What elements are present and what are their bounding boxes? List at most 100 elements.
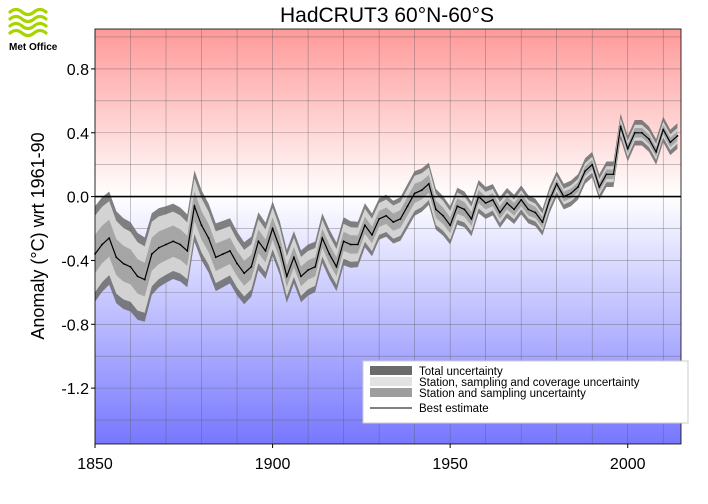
data-point xyxy=(264,249,267,252)
data-point xyxy=(633,131,636,134)
legend-label-best-estimate: Best estimate xyxy=(419,403,489,415)
data-point xyxy=(207,237,210,239)
data-point xyxy=(307,269,309,271)
data-point xyxy=(548,198,551,201)
data-point xyxy=(520,198,523,201)
data-point xyxy=(300,275,302,278)
data-point xyxy=(356,243,359,246)
data-point xyxy=(427,182,430,185)
data-point xyxy=(143,278,146,281)
data-point xyxy=(506,202,508,204)
data-point xyxy=(122,262,125,265)
data-point xyxy=(371,234,373,236)
data-point xyxy=(406,205,409,208)
met-office-wave-icon xyxy=(8,7,48,38)
legend-swatch-total-uncertainty xyxy=(370,366,412,375)
data-point xyxy=(342,240,345,243)
data-point xyxy=(484,202,487,204)
data-point xyxy=(541,221,544,224)
data-point xyxy=(591,163,594,166)
data-point xyxy=(229,249,231,252)
data-point xyxy=(413,192,416,195)
data-point xyxy=(648,138,650,141)
data-point xyxy=(179,243,182,246)
data-point xyxy=(129,265,132,268)
data-point xyxy=(285,275,288,278)
data-point xyxy=(641,131,643,134)
data-point xyxy=(385,214,388,217)
data-point xyxy=(498,211,501,214)
y-tick-label: 0.0 xyxy=(67,190,89,207)
data-point xyxy=(158,246,160,249)
data-point xyxy=(449,224,452,227)
data-point xyxy=(577,186,579,188)
y-axis-label: Anomaly (°C) wrt 1961-90 xyxy=(28,132,48,339)
plot-frame xyxy=(94,28,682,445)
data-point xyxy=(328,253,331,255)
data-point xyxy=(115,256,118,259)
legend-label-sampling-uncertainty: Station and sampling uncertainty xyxy=(419,388,586,400)
data-point xyxy=(214,256,217,259)
data-point xyxy=(193,205,196,208)
legend-label-total-uncertainty: Total uncertainty xyxy=(419,366,503,378)
data-point xyxy=(136,275,139,278)
data-point xyxy=(655,151,658,153)
data-point xyxy=(463,208,466,211)
data-point xyxy=(321,237,324,239)
legend-label-coverage-uncertainty: Station, sampling and coverage uncertain… xyxy=(419,377,640,389)
legend-swatch-sampling-uncertainty xyxy=(370,388,412,397)
data-point xyxy=(278,246,281,249)
y-tick-label: -1.2 xyxy=(61,381,89,398)
x-tick-label: 1900 xyxy=(255,456,291,473)
data-point xyxy=(456,205,459,208)
data-point xyxy=(399,218,402,220)
met-office-logo: Met Office xyxy=(8,7,58,53)
data-point xyxy=(172,240,175,243)
data-point xyxy=(612,173,615,176)
data-point xyxy=(292,256,295,259)
data-point xyxy=(108,237,111,239)
data-point xyxy=(335,265,338,268)
data-point xyxy=(527,208,530,211)
logo-text: Met Office xyxy=(9,42,58,53)
data-point xyxy=(570,192,572,195)
x-tick-label: 1850 xyxy=(77,456,113,473)
data-point xyxy=(378,218,381,220)
data-point xyxy=(584,170,587,172)
legend-swatch-coverage-uncertainty xyxy=(370,377,412,386)
data-point xyxy=(442,214,444,217)
data-point xyxy=(250,265,253,268)
data-point xyxy=(150,253,153,255)
data-point xyxy=(257,240,260,243)
data-point xyxy=(470,218,473,220)
data-point xyxy=(314,265,317,268)
y-tick-label: 0.8 xyxy=(67,62,89,79)
x-tick-label: 2000 xyxy=(610,456,646,473)
y-tick-label: 0.4 xyxy=(67,126,89,143)
band-station-and-sampling-uncertainty xyxy=(95,121,678,297)
legend-box xyxy=(362,360,689,424)
data-point xyxy=(626,147,629,150)
data-point xyxy=(165,243,167,246)
legend: Total uncertainty Station, sampling and … xyxy=(362,360,689,424)
data-point xyxy=(491,198,494,201)
data-point xyxy=(676,135,679,137)
y-tick-label: -0.4 xyxy=(61,253,89,270)
data-point xyxy=(513,208,515,211)
chart-title: HadCRUT3 60°N-60°S xyxy=(280,4,494,27)
data-point xyxy=(534,211,537,214)
data-point xyxy=(662,128,665,131)
data-point xyxy=(101,243,104,246)
data-point xyxy=(392,221,395,224)
data-point xyxy=(200,224,203,227)
data-point xyxy=(435,208,437,211)
best-estimate-layer xyxy=(94,125,679,281)
data-point xyxy=(669,141,672,144)
data-point xyxy=(271,227,274,230)
data-point xyxy=(349,243,352,246)
data-point xyxy=(619,125,622,128)
data-point xyxy=(236,262,238,265)
data-point xyxy=(221,253,224,255)
data-point xyxy=(605,173,608,176)
